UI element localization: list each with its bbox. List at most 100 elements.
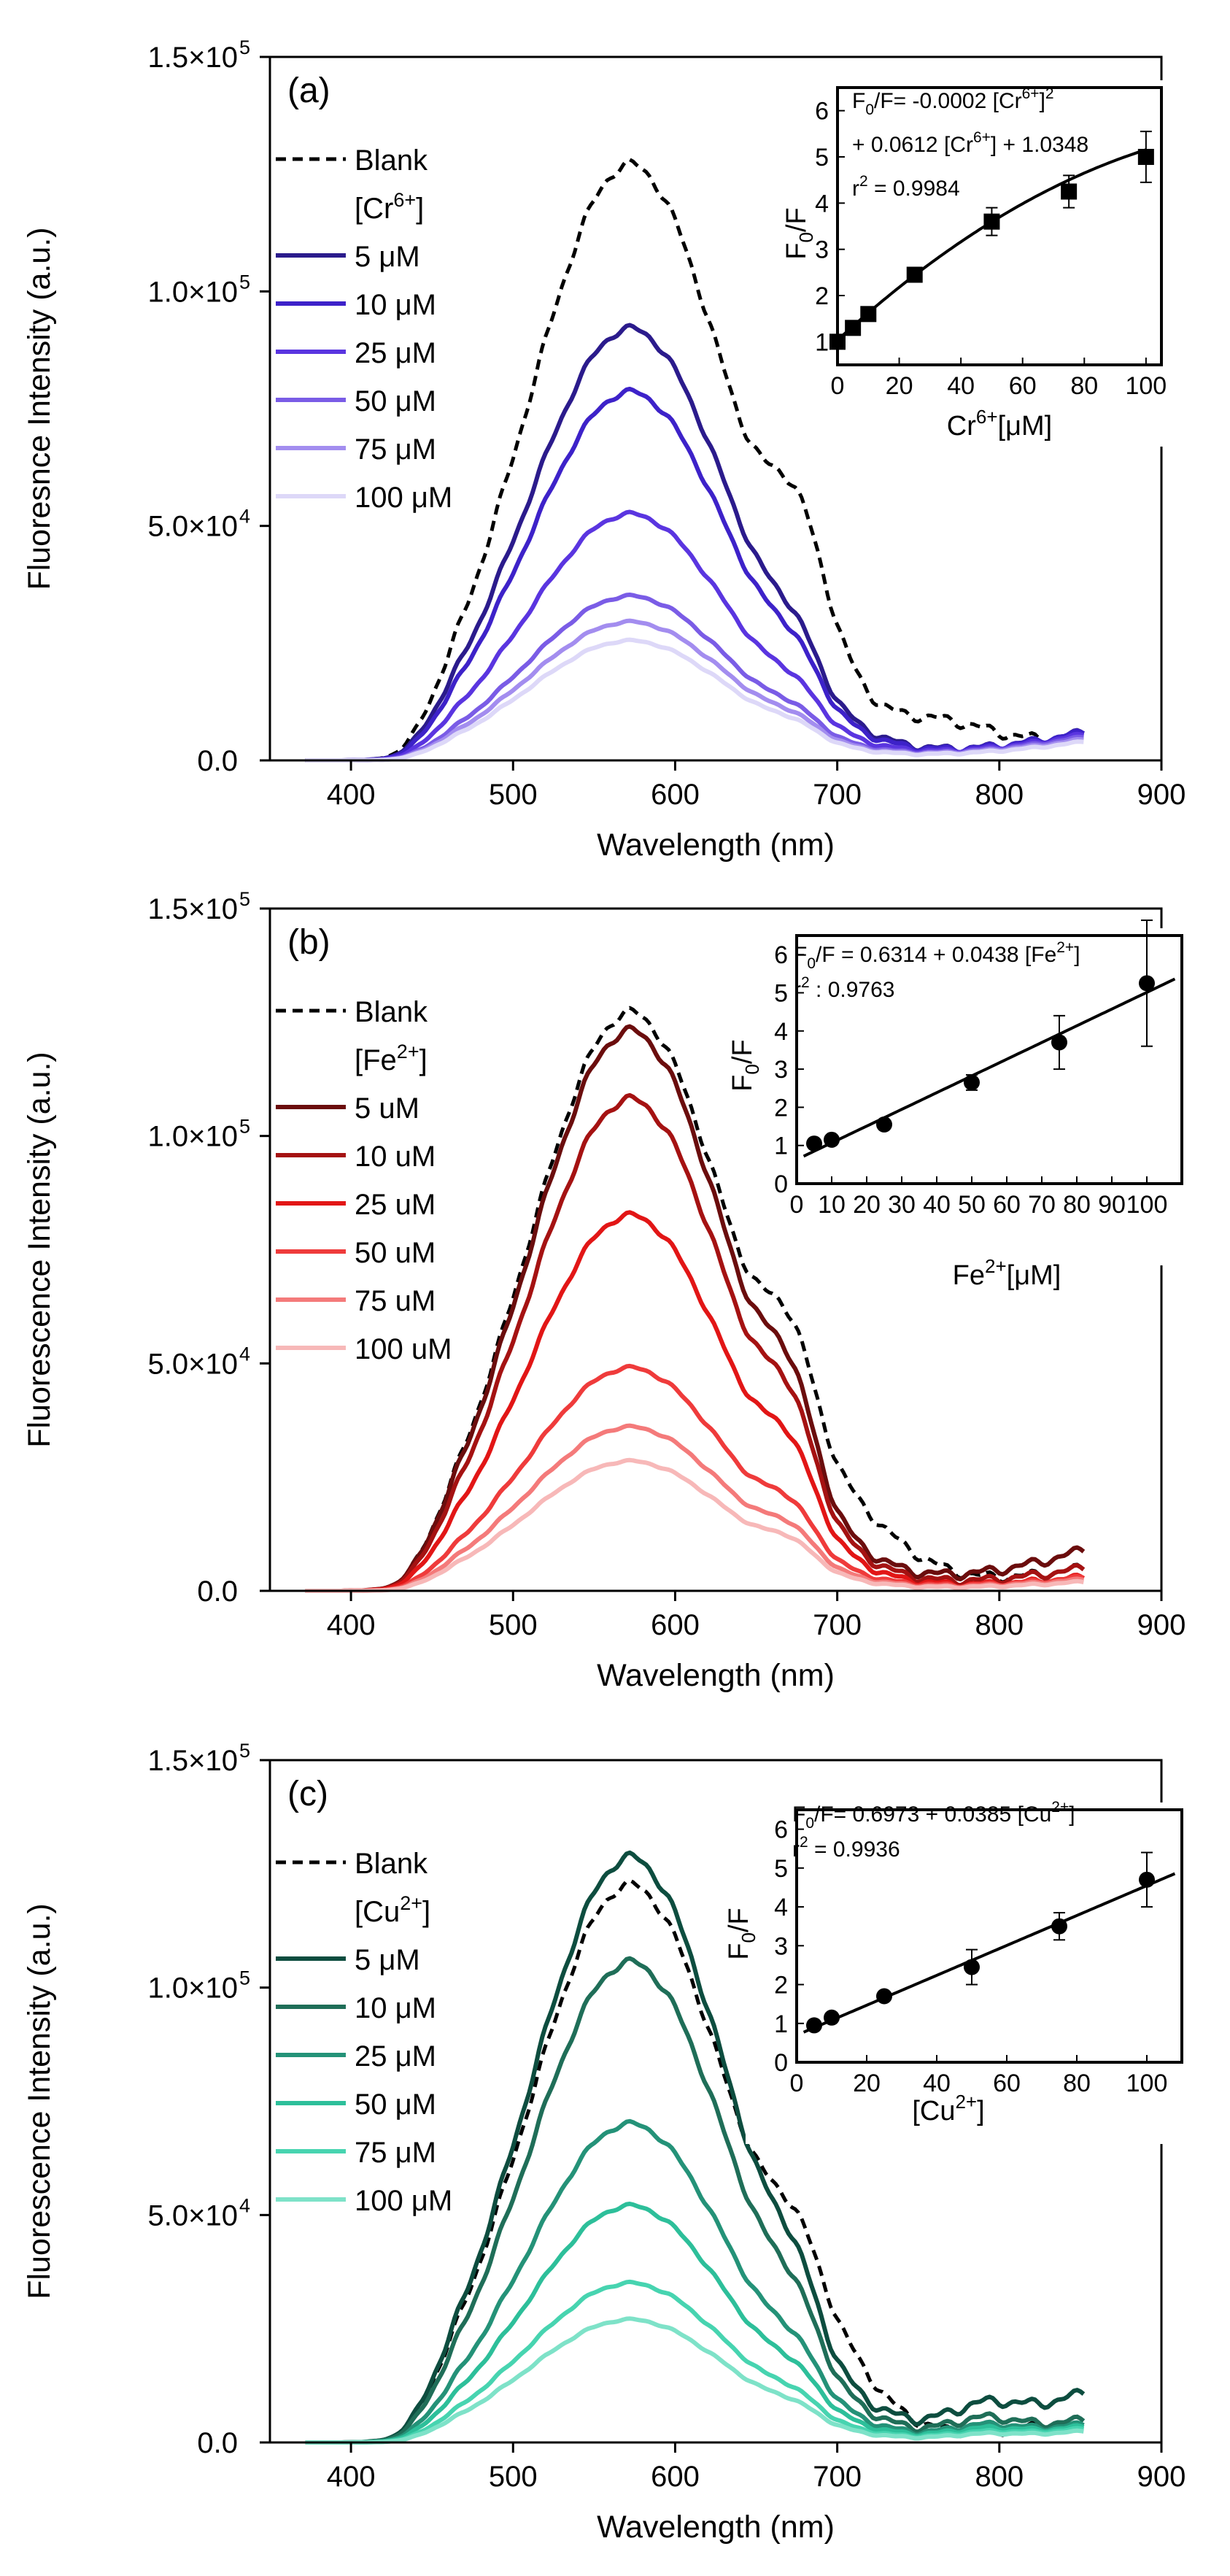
legend-label: 75 μM — [355, 433, 436, 466]
y-tick-label: 0.0 — [197, 1576, 238, 1608]
inset-point — [906, 266, 923, 283]
inset-y-tick-label: 6 — [815, 98, 829, 126]
legend-label: 10 uM — [355, 1141, 436, 1173]
x-tick-label: 400 — [327, 2461, 376, 2493]
inset-point — [806, 2017, 822, 2034]
inset-x-label-text: [μM] — [1007, 1260, 1061, 1291]
inset-equation-line: r2​ : 0.9763 — [794, 974, 894, 1002]
legend-label: 25 μM — [355, 337, 436, 369]
y-tick-label: 1.0×10 — [148, 1973, 238, 2005]
equation-text: F — [792, 1802, 805, 1827]
y-tick-exponent: 4 — [239, 506, 250, 528]
inset-y-tick-label: 2 — [815, 282, 829, 310]
inset-fit-line — [802, 977, 1176, 1158]
x-tick-label: 700 — [813, 1609, 862, 1641]
y-axis-label: Fluorescence Intensity (a.u.) — [22, 1052, 57, 1448]
inset-equation-line: r2​ = 0.9984 — [852, 173, 960, 201]
inset-equation-line: + 0.0612 [Cr6+​] + 1.0348 — [852, 129, 1088, 157]
inset-chart: 0 10 20 30 40 50 60 70 80 90 1000123456Fe2+[μM]F0/… — [727, 919, 1192, 1291]
inset-point — [1061, 183, 1078, 200]
equation-sup: 6+ — [1022, 85, 1040, 102]
inset-x-tick-label: 100 — [1126, 2070, 1168, 2097]
inset-y-label-text: F — [724, 1943, 754, 1960]
inset-x-tick-label: 20 — [853, 2070, 881, 2097]
equation-text: r — [792, 1837, 800, 1862]
y-tick-label: 5.0×10 — [148, 2199, 238, 2232]
equation-sup: 2 — [859, 173, 868, 190]
legend-header-text: [Cr — [355, 193, 393, 225]
inset-y-tick-label: 5 — [815, 144, 829, 171]
inset-point — [860, 306, 877, 323]
inset-x-tick-label: 80 — [1063, 2070, 1091, 2097]
equation-text: F — [852, 89, 865, 113]
equation-sub: 0 — [807, 955, 816, 972]
inset-y-tick-label: 5 — [774, 1855, 788, 1883]
x-tick-label: 400 — [327, 1609, 376, 1641]
equation-text: /F= 0.6973 + 0.0385 [Cu — [814, 1802, 1051, 1827]
inset-y-tick-label: 6 — [774, 941, 788, 969]
equation-text: : 0.9763 — [810, 978, 895, 1002]
inset-fit-line — [802, 1872, 1176, 2034]
inset-y-tick-label: 3 — [774, 1056, 788, 1084]
y-tick-text: 5.0×10 — [148, 1348, 238, 1380]
inset-y-label-sub: 0 — [741, 1064, 763, 1074]
inset-y-axis-label: F0/F — [727, 1039, 763, 1091]
equation-text: + 0.0612 [Cr — [852, 133, 973, 157]
x-axis-label: Wavelength (nm) — [597, 828, 835, 863]
legend-header: [Cu2+] — [355, 1892, 430, 1928]
y-tick-label: 1.5×10 — [148, 42, 238, 74]
legend: Blank [Cr6+] 5 μM 10 μM 25 μM 50 μM 75 μM 100 μ… — [276, 144, 452, 514]
equation-text: ] — [1074, 943, 1080, 967]
inset-equation-line: F0​/F= 0.6973 + 0.0385 [Cu2+​] — [792, 1799, 1075, 1832]
inset-point — [964, 1959, 980, 1975]
inset-y-tick-label: 0 — [774, 1171, 788, 1198]
inset-y-label-text: F — [727, 1075, 758, 1092]
x-tick-label: 500 — [489, 2461, 538, 2493]
y-tick-exponent: 5 — [239, 36, 250, 58]
x-tick-label: 800 — [975, 1609, 1024, 1641]
y-tick-label: 1.5×10 — [148, 893, 238, 925]
inset-y-label-text: /F — [724, 1908, 754, 1932]
inset-y-label-text: /F — [781, 207, 812, 232]
equation-text: r — [852, 177, 859, 201]
panel-label: (a) — [287, 72, 330, 110]
equation-text: /F= -0.0002 [Cr — [874, 89, 1022, 113]
inset-frame — [795, 934, 1183, 1185]
equation-sup: 2 — [801, 974, 810, 991]
inset-y-tick-label: 1 — [774, 2010, 788, 2038]
legend-header-sup: 6+ — [393, 189, 416, 211]
legend-header-text: [Cu — [355, 1896, 400, 1928]
legend-label: 25 μM — [355, 2040, 436, 2072]
y-tick-text: 1.5×10 — [148, 1745, 238, 1777]
x-tick-label: 600 — [651, 1609, 700, 1641]
inset-point — [1051, 1034, 1067, 1051]
inset-x-tick-label: 20 — [886, 372, 913, 400]
legend-label: 5 uM — [355, 1092, 419, 1125]
y-tick-label: 5.0×10 — [148, 1348, 238, 1380]
legend-header: [Fe2+] — [355, 1041, 428, 1076]
x-tick-label: 500 — [489, 779, 538, 811]
inset-point — [876, 1116, 892, 1133]
inset-equation-line: F0​/F= -0.0002 [Cr6+​]2​ — [852, 85, 1054, 118]
inset-x-tick-label: 100 — [1126, 1191, 1168, 1219]
y-tick-label: 1.0×10 — [148, 276, 238, 308]
inset-point — [983, 213, 1000, 230]
inset-point — [845, 320, 862, 336]
inset-point — [964, 1074, 980, 1091]
inset-frame — [836, 86, 1163, 366]
y-tick-exponent: 5 — [239, 1967, 250, 1989]
legend-label-blank: Blank — [355, 144, 428, 177]
inset-y-tick-label: 4 — [815, 190, 829, 217]
legend-header-text: ] — [419, 1044, 428, 1076]
inset-point — [1139, 1871, 1155, 1888]
x-tick-label: 800 — [975, 2461, 1024, 2493]
equation-text: F — [794, 943, 807, 967]
equation-text: /F = 0.6314 + 0.0438 [Fe — [816, 943, 1056, 967]
legend-label: 25 uM — [355, 1189, 436, 1221]
legend-label: 5 μM — [355, 241, 420, 273]
equation-sub: 0 — [805, 1815, 814, 1832]
inset-y-label-text: /F — [727, 1039, 758, 1064]
